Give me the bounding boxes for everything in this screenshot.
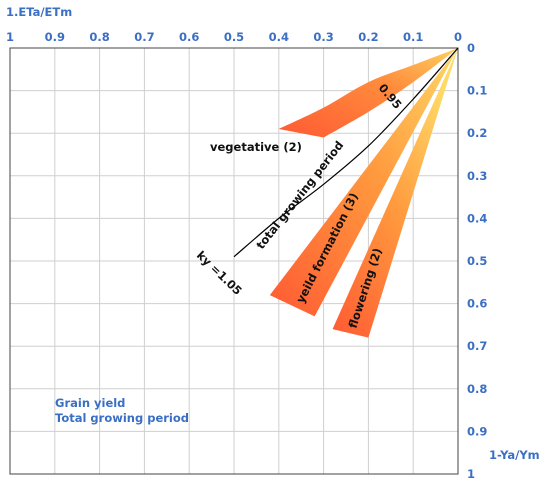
total-growing-period-line xyxy=(233,47,459,258)
top-tick-label: 0 xyxy=(454,30,462,44)
band-yield-formation xyxy=(269,48,458,317)
bands xyxy=(269,48,458,338)
right-tick-label: 0.4 xyxy=(467,211,487,225)
right-axis-label: 1-Ya/Ym xyxy=(489,448,540,462)
plot-frame xyxy=(9,47,459,475)
right-tick-label: 0.2 xyxy=(467,126,487,140)
top-tick-label: 0.4 xyxy=(269,30,289,44)
caption-line-1: Grain yield xyxy=(55,396,125,410)
right-tick-label: 1 xyxy=(467,467,475,481)
top-tick-label: 0.5 xyxy=(224,30,244,44)
top-tick-label: 0.9 xyxy=(45,30,65,44)
right-tick-label: 0.8 xyxy=(467,382,487,396)
top-axis-ticks: 1 0.9 0.8 0.7 0.6 0.5 0.4 0.3 0.2 0.1 0 xyxy=(6,30,462,44)
right-tick-label: 0.6 xyxy=(467,297,487,311)
right-tick-label: 0.3 xyxy=(467,169,487,183)
top-tick-label: 0.7 xyxy=(134,30,154,44)
band-flowering xyxy=(332,48,458,338)
caption-line-2: Total growing period xyxy=(55,411,189,425)
annotation-ky: ky =1.05 xyxy=(194,248,245,298)
top-axis-label: 1.ETa/ETm xyxy=(6,5,72,19)
band-vegetative xyxy=(278,48,458,138)
top-tick-label: 1 xyxy=(6,30,14,44)
right-axis-ticks: 0 0.1 0.2 0.3 0.4 0.5 0.6 0.7 0.8 0.9 1 xyxy=(467,41,487,481)
top-tick-label: 0.2 xyxy=(358,30,378,44)
top-tick-label: 0.3 xyxy=(313,30,333,44)
top-tick-label: 0.6 xyxy=(179,30,199,44)
right-tick-label: 0.9 xyxy=(467,424,487,438)
grid xyxy=(10,48,458,474)
right-tick-label: 0.7 xyxy=(467,339,487,353)
right-tick-label: 0.1 xyxy=(467,84,487,98)
top-tick-label: 0.8 xyxy=(89,30,109,44)
top-tick-label: 0.1 xyxy=(403,30,423,44)
right-tick-label: 0.5 xyxy=(467,254,487,268)
right-tick-label: 0 xyxy=(467,41,475,55)
label-vegetative: vegetative (2) xyxy=(210,140,302,154)
